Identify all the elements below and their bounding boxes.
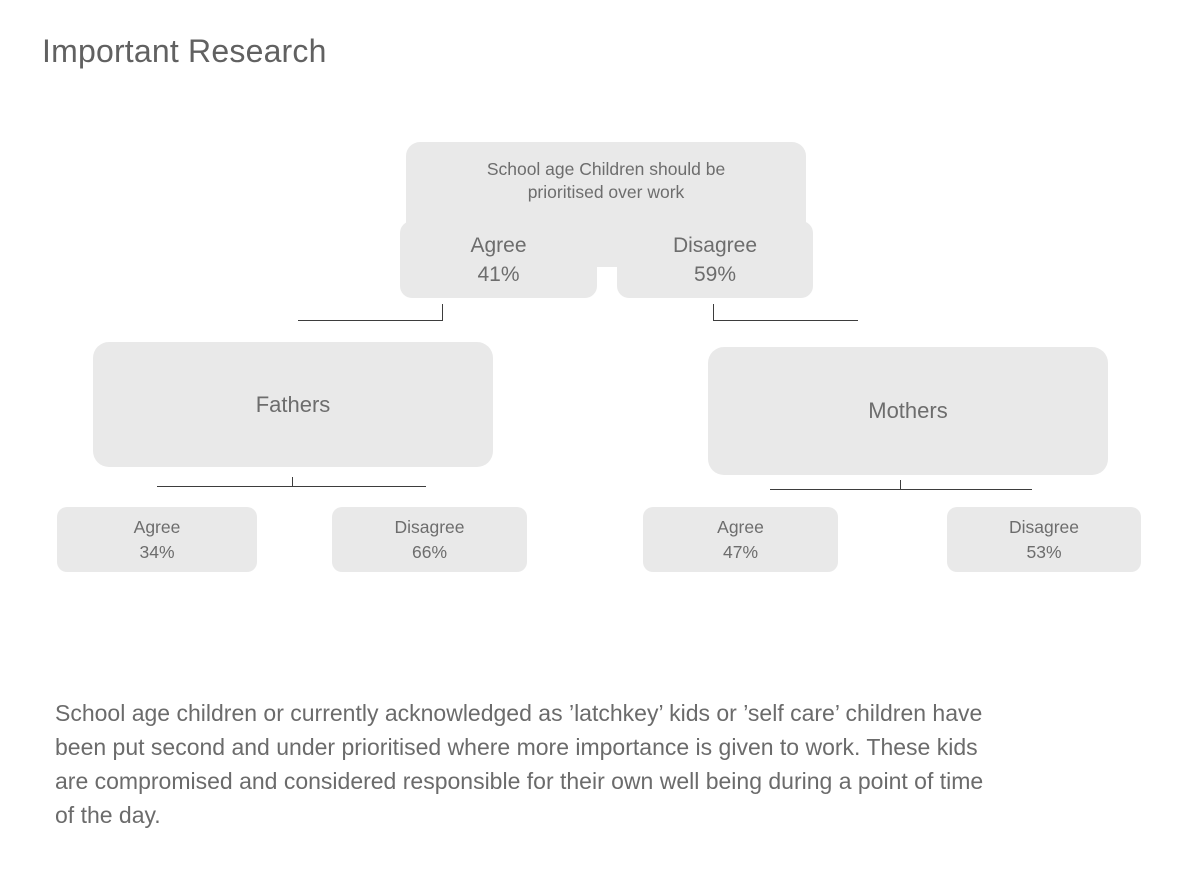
node-overall-agree-value: 41% <box>477 262 520 286</box>
node-fathers-disagree: Disagree 66% <box>332 507 527 572</box>
node-fathers-agree-value: 34% <box>139 541 175 562</box>
node-group-mothers: Mothers <box>708 347 1108 475</box>
node-fathers-disagree-value: 66% <box>411 541 448 562</box>
connector-fathers-tick <box>292 477 293 487</box>
connector-mothers-bar <box>770 489 1032 490</box>
summary-line-1: School age children or currently acknowl… <box>55 700 983 726</box>
node-fathers-label: Fathers <box>255 391 331 417</box>
node-group-fathers: Fathers <box>93 342 493 467</box>
summary-paragraph: School age children or currently acknowl… <box>55 696 1185 832</box>
page-title: Important Research <box>42 33 327 69</box>
node-overall-disagree-label: Disagree <box>672 233 758 257</box>
node-overall-agree: Agree 41% <box>400 221 597 298</box>
connector-disagree-to-mothers <box>713 304 858 321</box>
node-mothers-agree: Agree 47% <box>643 507 838 572</box>
summary-line-4: of the day. <box>55 802 161 828</box>
summary-line-3: are compromised and considered responsib… <box>55 768 984 794</box>
node-mothers-label: Mothers <box>868 398 948 423</box>
node-mothers-disagree-label: Disagree <box>1008 516 1080 537</box>
node-mothers-agree-label: Agree <box>717 516 764 537</box>
node-fathers-disagree-label: Disagree <box>394 516 465 537</box>
node-mothers-disagree: Disagree 53% <box>947 507 1141 572</box>
connector-fathers-bar <box>157 486 426 487</box>
node-fathers-agree-label: Agree <box>133 516 181 537</box>
node-overall-agree-label: Agree <box>470 233 527 257</box>
connector-mothers-tick <box>900 480 901 490</box>
node-mothers-disagree-value: 53% <box>1026 541 1062 562</box>
summary-line-2: been put second and under prioritised wh… <box>55 734 978 760</box>
node-overall-disagree: Disagree 59% <box>617 221 813 298</box>
node-fathers-agree: Agree 34% <box>57 507 257 572</box>
node-root-label: School age Children should be prioritise… <box>486 159 726 202</box>
node-mothers-agree-value: 47% <box>722 541 759 562</box>
node-overall-disagree-value: 59% <box>693 262 737 286</box>
connector-agree-to-fathers <box>298 304 443 321</box>
